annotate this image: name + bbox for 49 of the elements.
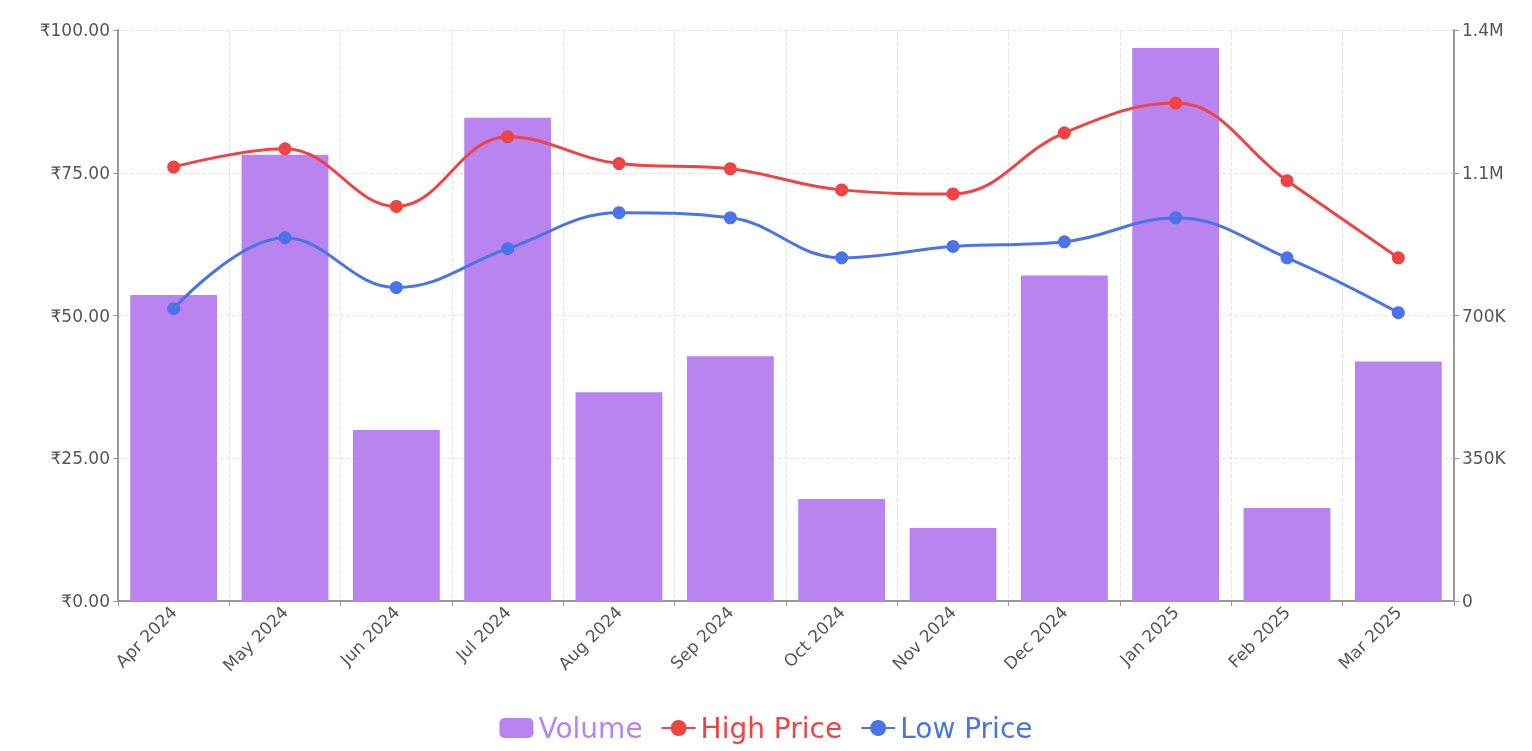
bar xyxy=(130,295,218,601)
y-tick-label: ₹25.00 xyxy=(50,448,110,469)
point xyxy=(723,211,737,225)
point xyxy=(501,242,515,256)
point xyxy=(612,206,626,220)
y2-tick-label: 700K xyxy=(1462,305,1507,326)
point xyxy=(946,239,960,253)
bar xyxy=(464,117,552,601)
bar xyxy=(1020,275,1108,601)
point xyxy=(612,157,626,171)
point xyxy=(946,187,960,201)
bar xyxy=(1243,508,1331,601)
point xyxy=(389,199,403,213)
point xyxy=(1169,96,1183,110)
y2-tick-label: 0 xyxy=(1462,591,1473,611)
point xyxy=(389,281,403,295)
point xyxy=(835,183,849,197)
point xyxy=(1280,174,1294,188)
bar xyxy=(1354,361,1442,601)
point xyxy=(501,130,515,144)
bar xyxy=(798,499,886,601)
point xyxy=(1391,251,1405,265)
y-tick-label: ₹0.00 xyxy=(61,591,110,611)
legend-label: Low Price xyxy=(900,711,1033,745)
point xyxy=(1169,211,1183,225)
point xyxy=(278,142,292,156)
point xyxy=(1057,126,1071,140)
y2-tick-label: 1.4M xyxy=(1462,20,1504,40)
y2-tick-label: 1.1M xyxy=(1462,162,1504,183)
point xyxy=(1057,235,1071,249)
y-tick-label: ₹100.00 xyxy=(39,20,110,40)
point xyxy=(167,302,181,316)
bar xyxy=(575,392,663,601)
y2-tick-label: 350K xyxy=(1462,448,1507,469)
point xyxy=(1391,306,1405,320)
point xyxy=(723,162,737,176)
bar xyxy=(241,154,329,601)
bar xyxy=(686,356,774,601)
bar xyxy=(1132,47,1220,601)
y-tick-label: ₹50.00 xyxy=(50,305,110,326)
point xyxy=(835,251,849,265)
y-tick-label: ₹75.00 xyxy=(50,162,110,183)
point xyxy=(167,160,181,174)
point xyxy=(278,231,292,245)
bar xyxy=(352,430,440,601)
legend-label: High Price xyxy=(700,711,843,745)
legend-label: Volume xyxy=(538,711,643,745)
point xyxy=(1280,251,1294,265)
bar xyxy=(909,527,997,601)
